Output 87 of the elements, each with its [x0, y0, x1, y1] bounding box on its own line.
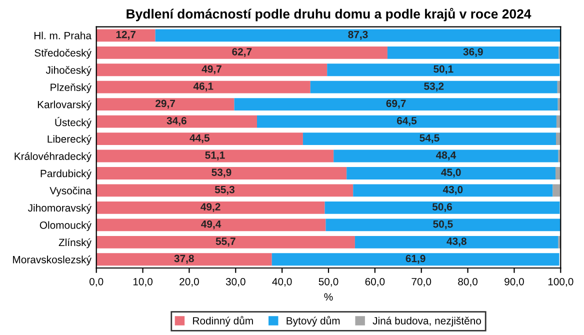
bar — [96, 132, 303, 145]
x-tick-label: 70,0 — [412, 278, 432, 287]
y-tick-label: Plzeňský — [50, 83, 92, 94]
legend-label: Rodinný dům — [193, 316, 253, 327]
y-tick-label: Moravskoslezský — [13, 256, 92, 266]
data-label: 49,2 — [200, 203, 220, 212]
data-label: 50,6 — [432, 203, 452, 212]
bar — [346, 167, 556, 180]
x-tick-label: 50,0 — [318, 278, 338, 287]
x-tick-label: 40,0 — [272, 278, 292, 287]
data-label: 48,4 — [436, 151, 456, 160]
y-tick-label: Vysočina — [50, 186, 92, 196]
data-label: 45,0 — [441, 168, 461, 178]
data-label: 37,8 — [174, 254, 194, 264]
data-label: 36,9 — [463, 48, 483, 57]
bar — [387, 46, 559, 59]
data-label: 50,1 — [434, 65, 454, 74]
data-label: 43,8 — [446, 238, 466, 246]
bar — [354, 236, 558, 248]
data-label: 29,7 — [156, 100, 175, 109]
bar — [96, 64, 328, 76]
bar — [272, 253, 560, 266]
y-tick-label: Královéhradecký — [14, 152, 92, 162]
chart-title: Bydlení domácností podle druhu domu a podle krajů v roce 2024 — [126, 8, 532, 22]
y-tick-label: Liberecký — [48, 134, 92, 145]
x-tick-label: 30,0 — [226, 278, 246, 287]
data-label: 53,9 — [212, 168, 232, 178]
bar — [96, 46, 388, 59]
data-label: 69,7 — [386, 100, 406, 109]
x-axis-title: % — [324, 293, 333, 301]
bar — [310, 80, 558, 94]
legend-label: Bytový dům — [286, 316, 340, 327]
x-tick-label: 10,0 — [133, 278, 153, 287]
x-tick-label: 80,0 — [458, 278, 478, 287]
bar — [96, 253, 272, 266]
data-label: 51,1 — [205, 152, 225, 160]
x-tick-label: 60,0 — [365, 278, 385, 287]
bar — [96, 218, 326, 232]
y-tick-label: Olomoucký — [40, 221, 92, 231]
x-tick-label: 90,0 — [504, 278, 524, 287]
bar — [552, 184, 561, 197]
bar — [327, 64, 560, 76]
bar — [334, 150, 558, 162]
data-label: 46,1 — [193, 82, 214, 92]
bar — [257, 115, 556, 128]
data-label: 49,4 — [201, 220, 222, 230]
data-label: 49,7 — [202, 65, 222, 74]
y-tick-label: Pardubický — [40, 169, 92, 180]
data-label: 44,5 — [190, 134, 210, 144]
bar — [96, 115, 257, 128]
bar — [234, 98, 558, 111]
legend-label: Jiná budova, nezjištěno — [372, 316, 482, 327]
data-label: 54,5 — [420, 134, 440, 144]
data-label: 62,7 — [232, 48, 252, 57]
data-label: 55,7 — [216, 238, 236, 246]
y-tick-label: Hl. m. Praha — [34, 32, 92, 40]
data-label: 43,0 — [442, 186, 463, 195]
bar — [96, 167, 347, 180]
bar — [96, 202, 325, 214]
bar — [96, 29, 156, 42]
bar — [155, 29, 561, 42]
bar — [326, 218, 560, 232]
data-label: 53,2 — [424, 82, 444, 92]
data-label: 12,7 — [116, 30, 136, 40]
bar — [96, 236, 355, 248]
bar — [96, 98, 234, 111]
y-tick-label: Zlínský — [58, 238, 92, 248]
bar — [324, 202, 560, 214]
data-label: 61,9 — [406, 254, 426, 264]
data-label: 87,3 — [348, 30, 368, 40]
data-label: 34,6 — [166, 116, 186, 126]
bar — [96, 184, 354, 197]
y-tick-label: Středočeský — [34, 48, 92, 59]
y-tick-label: Karlovarský — [38, 100, 92, 110]
bar — [353, 184, 553, 197]
data-label: 50,5 — [433, 220, 453, 230]
bar — [96, 80, 310, 94]
bar — [302, 132, 556, 145]
x-tick-label: 20,0 — [180, 278, 199, 287]
y-tick-label: Ústecký — [55, 117, 92, 128]
y-tick-label: Jihomoravský — [28, 204, 92, 214]
data-label: 55,3 — [214, 186, 234, 195]
data-label: 64,5 — [396, 116, 417, 126]
bar — [96, 150, 334, 162]
y-tick-label: Jihočeský — [46, 66, 92, 76]
x-tick-label: 100,0 — [548, 278, 574, 287]
x-tick-label: 0,0 — [90, 278, 104, 287]
